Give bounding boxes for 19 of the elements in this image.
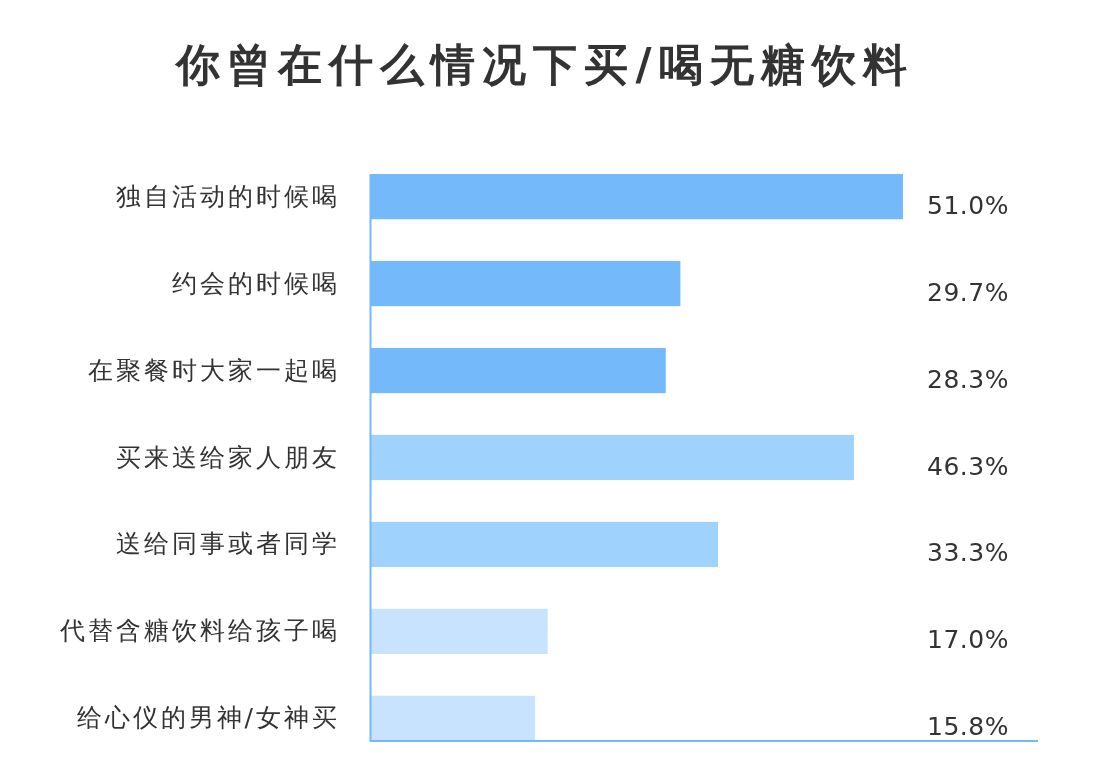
- bar: [370, 521, 719, 568]
- bar: [370, 608, 548, 655]
- data-label: 28.3%: [927, 364, 1009, 394]
- data-label: 51.0%: [927, 190, 1009, 220]
- data-label: 17.0%: [927, 625, 1009, 655]
- y-tick-label: 在聚餐时大家一起喝: [88, 355, 340, 385]
- data-label: 33.3%: [927, 538, 1009, 568]
- y-tick-label: 送给同事或者同学: [116, 529, 340, 559]
- y-tick-label: 约会的时候喝: [172, 268, 340, 298]
- data-label: 46.3%: [927, 451, 1009, 481]
- bar: [370, 434, 854, 481]
- chart-title: 你曾在什么情况下买/喝无糖饮料: [174, 39, 914, 90]
- bar: [370, 695, 536, 741]
- y-tick-label: 代替含糖饮料给孩子喝: [59, 616, 340, 646]
- data-label: 29.7%: [927, 277, 1009, 307]
- y-tick-label: 买来送给家人朋友: [116, 442, 340, 472]
- data-label: 15.8%: [927, 712, 1009, 742]
- y-tick-label: 独自活动的时候喝: [116, 181, 340, 211]
- y-tick-label: 给心仪的男神/女神买: [76, 703, 340, 733]
